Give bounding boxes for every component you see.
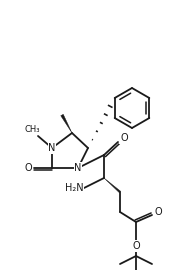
Text: N: N bbox=[48, 143, 56, 153]
Text: O: O bbox=[120, 133, 128, 143]
Text: O: O bbox=[24, 163, 32, 173]
Text: CH₃: CH₃ bbox=[24, 126, 40, 134]
Text: O: O bbox=[154, 207, 162, 217]
Text: O: O bbox=[132, 241, 140, 251]
Polygon shape bbox=[61, 114, 72, 133]
Text: N: N bbox=[74, 163, 82, 173]
Polygon shape bbox=[104, 178, 121, 193]
Text: H₂N: H₂N bbox=[65, 183, 83, 193]
